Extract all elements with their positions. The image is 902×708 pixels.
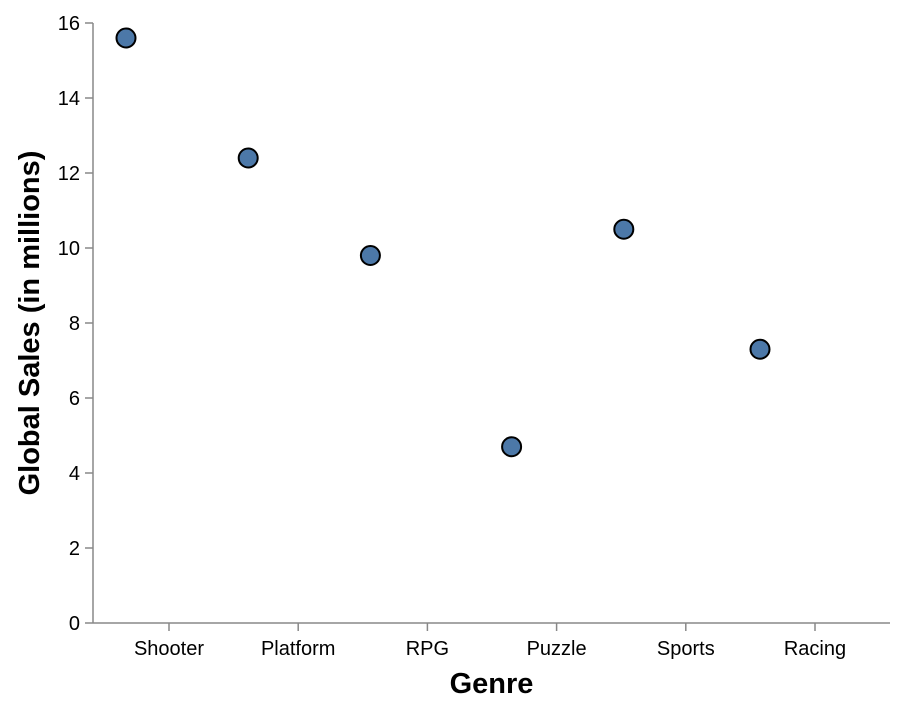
y-tick-label: 0	[69, 613, 80, 635]
y-axis-title: Global Sales (in millions)	[14, 151, 46, 496]
y-tick-label: 2	[69, 538, 80, 560]
x-tick-label: Racing	[784, 638, 846, 660]
x-tick-label: RPG	[406, 638, 449, 660]
data-points	[115, 27, 771, 458]
data-point	[237, 147, 259, 169]
y-tick-label: 8	[69, 313, 80, 335]
data-point	[749, 338, 771, 360]
y-tick-label: 16	[58, 13, 80, 35]
y-tick-label: 4	[69, 463, 80, 485]
data-point	[115, 27, 137, 49]
x-axis: Shooter Platform RPG Puzzle Sports Racing	[93, 622, 890, 660]
x-tick-label: Platform	[261, 638, 335, 660]
y-tick-label: 10	[58, 238, 80, 260]
x-tick-label: Sports	[657, 638, 715, 660]
data-point	[613, 218, 635, 240]
y-tick-label: 6	[69, 388, 80, 410]
y-tick-label: 12	[58, 163, 80, 185]
x-tick-label: Shooter	[134, 638, 204, 660]
x-tick-label: Puzzle	[527, 638, 587, 660]
y-axis: 0 2 4 6 8 10 12 14 16	[58, 13, 94, 635]
data-point	[359, 245, 381, 266]
y-tick-label: 14	[58, 88, 80, 110]
x-axis-title: Genre	[450, 668, 534, 700]
data-point	[501, 436, 523, 458]
